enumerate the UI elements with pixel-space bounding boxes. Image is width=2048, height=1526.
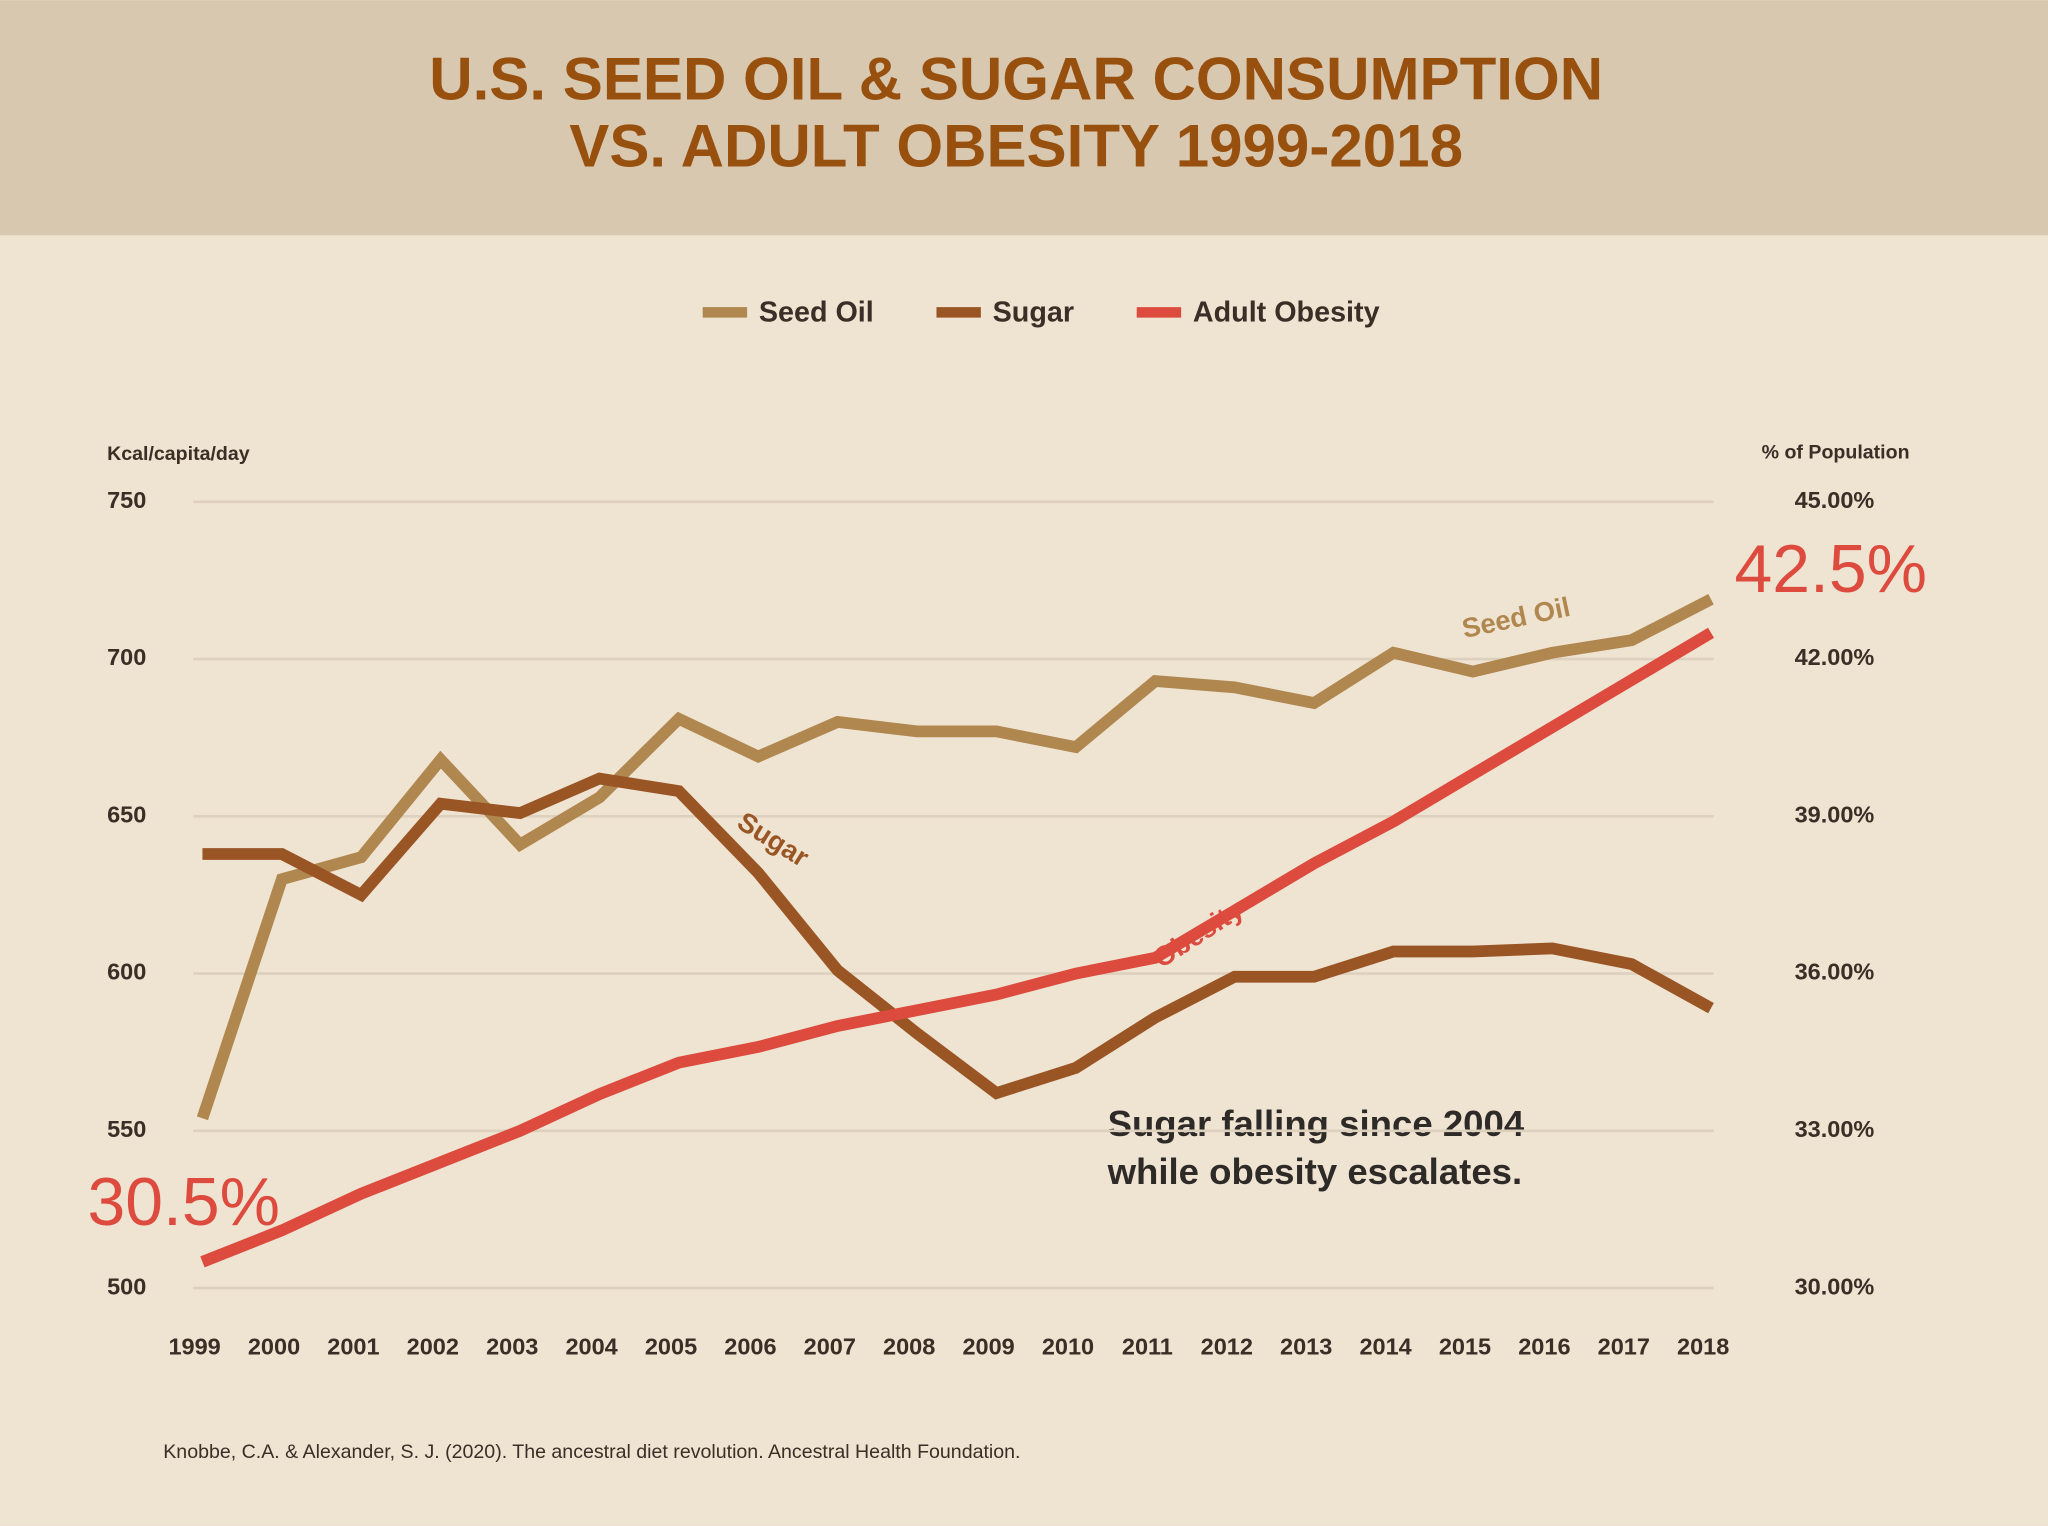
chart-title: U.S. SEED OIL & SUGAR CONSUMPTION bbox=[429, 46, 1603, 113]
x-tick-label: 2006 bbox=[724, 1333, 776, 1359]
value-label: 30.5% bbox=[88, 1165, 281, 1240]
x-tick-label: 2010 bbox=[1042, 1333, 1094, 1359]
y2-tick-label: 30.00% bbox=[1795, 1273, 1875, 1299]
x-tick-label: 2015 bbox=[1439, 1333, 1491, 1359]
x-tick-label: 2004 bbox=[565, 1333, 617, 1359]
source: Knobbe, C.A. & Alexander, S. J. (2020). … bbox=[163, 1441, 1020, 1463]
annotation: Sugar falling since 2004 bbox=[1108, 1103, 1525, 1144]
y2-tick-label: 36.00% bbox=[1795, 959, 1875, 985]
y-tick-label: 500 bbox=[107, 1273, 146, 1299]
legend-label: Adult Obesity bbox=[1193, 296, 1380, 328]
y2-axis-label: % of Population bbox=[1762, 442, 1910, 464]
value-label: 42.5% bbox=[1735, 532, 1928, 607]
header-band bbox=[0, 0, 2048, 236]
x-tick-label: 2009 bbox=[962, 1333, 1014, 1359]
series-line bbox=[202, 772, 1714, 1100]
y2-tick-label: 39.00% bbox=[1795, 801, 1875, 827]
x-tick-label: 2018 bbox=[1677, 1333, 1729, 1359]
y2-tick-label: 33.00% bbox=[1795, 1116, 1875, 1142]
y-tick-label: 550 bbox=[107, 1116, 146, 1142]
x-tick-label: 2003 bbox=[486, 1333, 538, 1359]
y2-tick-label: 45.00% bbox=[1795, 487, 1875, 513]
chart-title: VS. ADULT OBESITY 1999-2018 bbox=[569, 112, 1463, 179]
x-tick-label: 2007 bbox=[804, 1333, 856, 1359]
x-tick-label: 2013 bbox=[1280, 1333, 1332, 1359]
y-axis-label: Kcal/capita/day bbox=[107, 443, 250, 465]
x-tick-label: 2016 bbox=[1518, 1333, 1570, 1359]
y-tick-label: 650 bbox=[107, 801, 146, 827]
y-tick-label: 700 bbox=[107, 644, 146, 670]
x-tick-label: 2001 bbox=[327, 1333, 379, 1359]
x-tick-label: 2000 bbox=[248, 1333, 300, 1359]
series-line bbox=[200, 627, 1715, 1268]
x-tick-label: 2002 bbox=[407, 1333, 459, 1359]
x-tick-label: 2005 bbox=[645, 1333, 697, 1359]
y2-tick-label: 42.00% bbox=[1795, 644, 1875, 670]
series-line bbox=[196, 594, 1714, 1121]
legend-label: Seed Oil bbox=[759, 296, 874, 328]
y-tick-label: 750 bbox=[107, 487, 146, 513]
y-tick-label: 600 bbox=[107, 959, 146, 985]
legend-label: Sugar bbox=[993, 296, 1074, 328]
x-tick-label: 2011 bbox=[1122, 1333, 1173, 1359]
x-tick-label: 2014 bbox=[1359, 1333, 1411, 1359]
x-tick-label: 2017 bbox=[1598, 1333, 1650, 1359]
x-tick-label: 2012 bbox=[1201, 1333, 1253, 1359]
annotation: while obesity escalates. bbox=[1107, 1151, 1523, 1192]
x-tick-label: 2008 bbox=[883, 1333, 935, 1359]
x-tick-label: 1999 bbox=[168, 1333, 220, 1359]
